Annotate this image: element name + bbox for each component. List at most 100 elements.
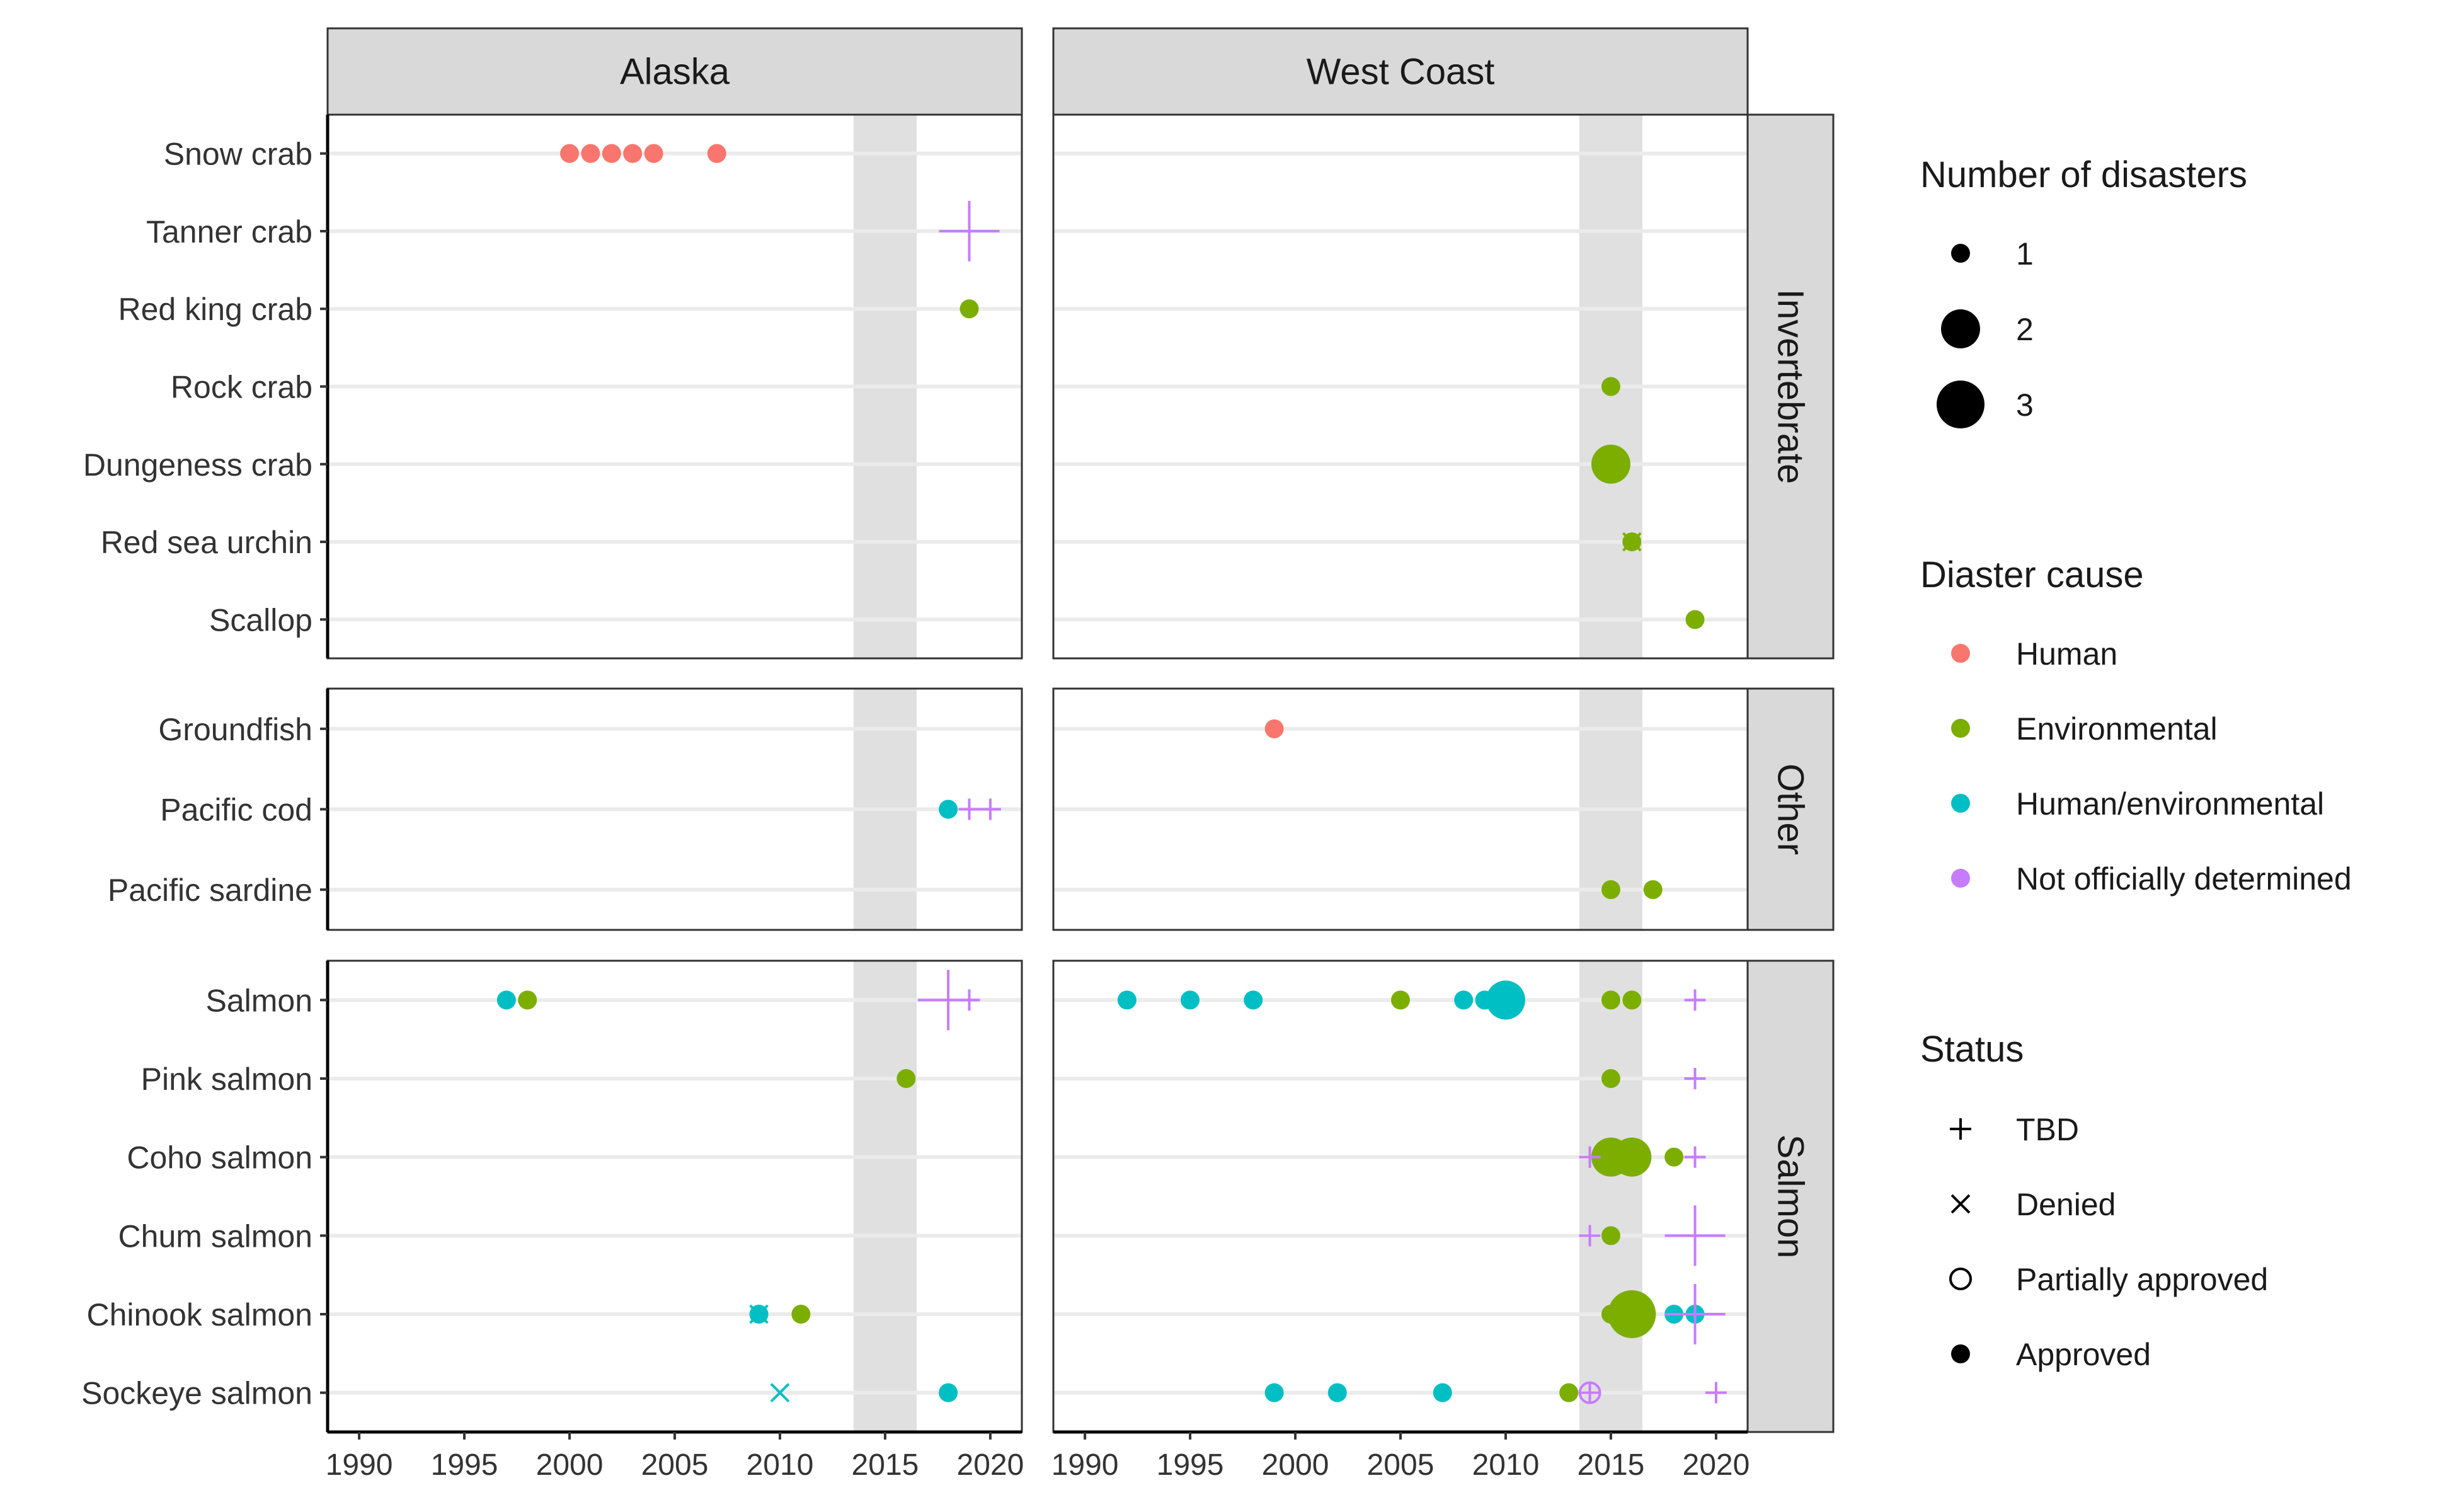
point-alaska-pacific-cod-2019 [958,798,980,820]
legend-title-size: Number of disasters [1920,154,2247,195]
point-marker-cross [770,1383,790,1403]
y-tick-label-chum-salmon: Chum salmon [118,1218,312,1254]
point-marker-dot [1559,1383,1579,1402]
point-west-coast-dungeness-crab-2015 [1591,444,1630,484]
y-tick-label-red-king-crab: Red king crab [118,292,313,327]
panel-border [1052,687,1749,931]
legend-size-label-2: 2 [2016,312,2034,347]
y-tick-label-pacific-sardine: Pacific sardine [108,873,312,908]
x-tick-label-1990: 1990 [1051,1448,1119,1482]
point-marker-dot [1643,880,1663,900]
point-alaska-pacific-cod-2018 [939,799,958,819]
legend: Number of disasters 1 2 3 Diaster cause Human… [1920,154,2352,1372]
point-west-coast-groundfish-1999 [1264,719,1284,738]
facet-strip-label-invertebrate: Invertebrate [1770,289,1811,484]
x-tick-label-2010: 2010 [747,1448,814,1482]
point-west-coast-sockeye-salmon-2020 [1705,1382,1727,1404]
point-marker-dot [1601,1069,1620,1088]
point-west-coast-salmon-2019 [1684,989,1706,1011]
point-west-coast-coho-salmon-2018 [1664,1147,1684,1167]
facet-strip-label-salmon: Salmon [1770,1135,1811,1259]
point-west-coast-pacific-sardine-2015 [1601,880,1620,900]
facet-strip-salmon [1746,959,1835,1433]
legend-cause-key-environmental [1951,719,1970,738]
legend-status-label-partially-approved: Partially approved [2016,1262,2268,1297]
shaded-band [1579,961,1643,1432]
facet-strip-invertebrate [1746,113,1835,660]
point-marker-dot [1685,610,1705,629]
facet-strip-west-coast [1052,27,1749,116]
point-marker-dot [560,144,580,163]
x-tick-label-2000: 2000 [1262,1448,1329,1482]
legend-cause-label-human-environmental: Human/environmental [2016,786,2324,822]
point-marker-dot [1601,1226,1620,1246]
x-tick-label-2015: 2015 [852,1448,919,1482]
point-alaska-snow-crab-2003 [623,144,643,163]
point-marker-dot [1117,990,1137,1010]
point-west-coast-sockeye-salmon-1999 [1264,1383,1284,1402]
point-marker-plus [1664,1205,1726,1266]
point-alaska-snow-crab-2001 [581,144,600,163]
point-west-coast-scallop-2019 [1685,610,1705,629]
point-alaska-pink-salmon-2016 [896,1069,916,1088]
point-marker-cross [1622,532,1642,552]
point-marker-dot [1327,1383,1347,1402]
point-marker-dot [1664,1147,1684,1167]
point-marker-dot [1391,990,1410,1010]
legend-cause-label-environmental: Environmental [2016,711,2218,747]
y-tick-label-red-sea-urchin: Red sea urchin [101,525,312,560]
point-west-coast-salmon-2010 [1486,980,1525,1020]
legend-size-label-3: 3 [2016,387,2034,423]
point-alaska-salmon-1997 [496,990,516,1010]
point-west-coast-pink-salmon-2015 [1601,1069,1620,1088]
point-marker-dot [707,144,726,163]
legend-status-key-partially-approved [1949,1268,1972,1290]
legend-status-marker-plus [1950,1118,1971,1140]
point-marker-plus [1579,1382,1601,1404]
y-tick-label-salmon: Salmon [205,983,312,1018]
point-west-coast-chinook-salmon-2019 [1664,1284,1726,1344]
legend-size-key-3 [1937,381,1984,428]
point-marker-plus [1684,1068,1706,1089]
point-alaska-tanner-crab-2019 [939,200,1000,261]
x-tick-label-2000: 2000 [536,1448,604,1482]
point-west-coast-salmon-1992 [1117,990,1137,1010]
legend-status-marker-dot [1951,1344,1970,1363]
point-marker-dot [581,144,600,163]
point-alaska-snow-crab-2007 [707,144,726,163]
x-tick-label-2005: 2005 [641,1448,709,1482]
panel-border [1052,113,1749,660]
point-marker-dot [1601,377,1620,396]
point-west-coast-chum-salmon-2019 [1664,1205,1726,1266]
legend-status-marker-cross [1950,1194,1971,1214]
point-marker-plus [939,200,1000,261]
x-tick-label-2020: 2020 [957,1448,1024,1482]
point-marker-dot [1264,1383,1284,1402]
legend-status-key-tbd [1950,1118,1971,1140]
legend-cause-key-human-environmental [1951,794,1970,813]
point-west-coast-rock-crab-2015 [1601,377,1620,396]
facet-strip-label-west-coast: West Coast [1307,52,1495,93]
point-marker-plus [1705,1382,1727,1404]
y-tick-label-scallop: Scallop [209,602,312,638]
point-west-coast-red-sea-urchin-2016 [1622,532,1642,552]
panels: Alaska West Coast Invertebrate Other Salmon S… [81,27,1835,1482]
legend-size-key-1 [1951,244,1970,263]
point-west-coast-salmon-2015 [1601,990,1620,1010]
point-alaska-salmon-1998 [518,990,537,1010]
legend-cause-key-human [1951,644,1970,663]
y-tick-label-dungeness-crab: Dungeness crab [83,447,312,483]
point-west-coast-chum-salmon-2015 [1601,1226,1620,1246]
x-tick-label-1990: 1990 [326,1448,393,1482]
y-tick-label-snow-crab: Snow crab [164,137,312,172]
legend-size-label-1: 1 [2016,236,2034,272]
y-tick-label-groundfish: Groundfish [158,712,312,747]
x-tick-label-2010: 2010 [1472,1448,1540,1482]
y-tick-label-rock-crab: Rock crab [171,370,312,405]
point-alaska-sockeye-salmon-2018 [939,1383,958,1402]
point-alaska-snow-crab-2000 [560,144,580,163]
point-west-coast-salmon-1995 [1181,990,1200,1010]
point-marker-dot [644,144,663,163]
panel-alaska-invertebrate [326,113,1023,660]
legend-cause-label-human: Human [2016,636,2117,672]
